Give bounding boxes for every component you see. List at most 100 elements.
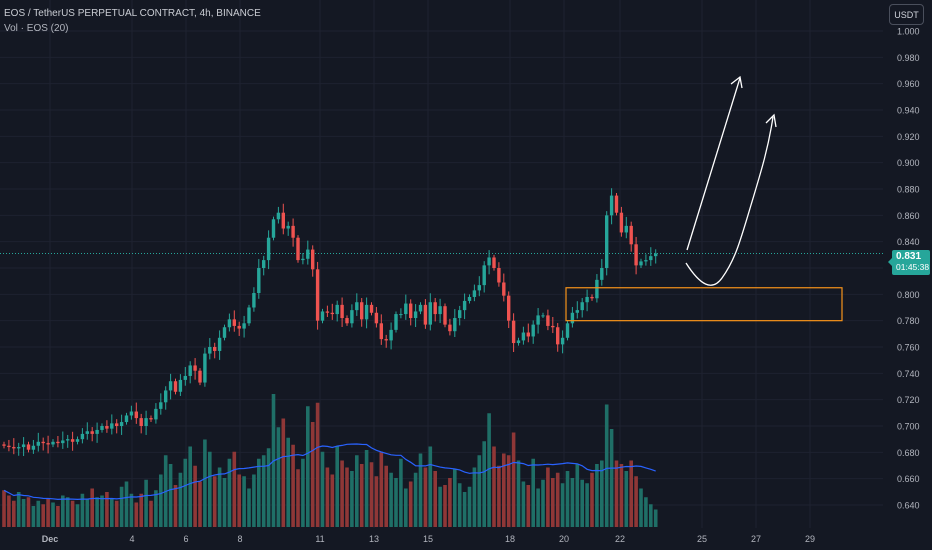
x-tick-label: 18 bbox=[505, 534, 515, 544]
volume-bar bbox=[193, 465, 197, 527]
x-tick-label: Dec bbox=[42, 534, 59, 544]
candle-body bbox=[306, 249, 310, 259]
projection-drawings[interactable] bbox=[685, 75, 777, 286]
x-tick-label: 8 bbox=[237, 534, 242, 544]
volume-bar bbox=[168, 464, 173, 527]
volume-bar bbox=[653, 509, 658, 527]
x-tick-label: 13 bbox=[369, 534, 379, 544]
volume-bar bbox=[477, 455, 482, 527]
candle-body bbox=[492, 257, 496, 268]
time-axis[interactable]: Dec 4 6 8 11 13 15 18 20 22 25 27 29 bbox=[42, 534, 815, 544]
volume-bar bbox=[296, 469, 300, 527]
volume-bar bbox=[217, 467, 222, 527]
candle-body bbox=[95, 429, 99, 434]
grid bbox=[0, 0, 883, 528]
volume-bar bbox=[85, 499, 90, 527]
volume-bar bbox=[232, 451, 237, 527]
volume-bar bbox=[467, 486, 472, 527]
volume-bar bbox=[472, 467, 477, 527]
volume-bar bbox=[565, 471, 570, 527]
candle-body bbox=[482, 265, 486, 286]
candle-body bbox=[119, 422, 124, 426]
candle-body bbox=[90, 431, 94, 434]
y-tick-label: 0.760 bbox=[897, 343, 920, 353]
volume-bar bbox=[345, 467, 349, 527]
volume-bar bbox=[624, 471, 629, 527]
candle-body bbox=[565, 323, 570, 338]
volume-bar bbox=[614, 460, 619, 527]
volume-bar bbox=[252, 474, 256, 527]
candle-body bbox=[649, 256, 653, 261]
candle-body bbox=[409, 303, 413, 319]
candle-body bbox=[369, 304, 374, 313]
y-tick-label: 0.860 bbox=[897, 211, 920, 221]
volume-indicator-label[interactable]: Vol · EOS (20) bbox=[4, 23, 69, 34]
volume-bar bbox=[198, 481, 202, 527]
volume-bar bbox=[516, 460, 521, 527]
volume-bar bbox=[619, 464, 624, 527]
candle-body bbox=[51, 441, 55, 445]
volume-bar bbox=[65, 497, 70, 527]
volume-bar bbox=[335, 446, 339, 527]
volume-bars bbox=[2, 394, 658, 527]
candle-body bbox=[286, 225, 290, 229]
volume-bar bbox=[521, 481, 526, 527]
candle-body bbox=[134, 411, 138, 419]
candle-body bbox=[139, 418, 143, 426]
volume-bar bbox=[511, 432, 516, 527]
volume-bar bbox=[276, 427, 281, 527]
candle-body bbox=[41, 441, 45, 444]
candle-body bbox=[511, 320, 516, 344]
candle-body bbox=[281, 212, 285, 229]
currency-button[interactable]: USDT bbox=[889, 4, 924, 25]
candle-body bbox=[144, 418, 148, 426]
candle-body bbox=[644, 260, 648, 262]
candle-body bbox=[330, 312, 334, 315]
volume-bar bbox=[600, 460, 604, 527]
volume-bar bbox=[105, 492, 109, 527]
volume-bar bbox=[448, 478, 452, 527]
volume-bar bbox=[629, 460, 633, 527]
volume-bar bbox=[433, 471, 437, 527]
candle-body bbox=[546, 315, 550, 326]
candle-body bbox=[497, 268, 501, 283]
candle-body bbox=[159, 402, 163, 409]
candle-body bbox=[75, 439, 80, 442]
volume-bar bbox=[438, 486, 442, 527]
symbol-title[interactable]: EOS / TetherUS PERPETUAL CONTRACT, 4h, B… bbox=[4, 8, 261, 19]
y-tick-label: 0.720 bbox=[897, 395, 920, 405]
volume-bar bbox=[129, 493, 134, 527]
volume-bar bbox=[188, 446, 192, 527]
volume-bar bbox=[531, 458, 535, 527]
candle-body bbox=[418, 304, 423, 312]
volume-bar bbox=[257, 458, 261, 527]
candle-body bbox=[311, 249, 315, 270]
candle-body bbox=[521, 332, 526, 341]
volume-bar bbox=[286, 437, 290, 527]
volume-bar bbox=[389, 472, 393, 527]
price-axis[interactable]: 1.000 0.980 0.960 0.940 0.920 0.900 0.880 0.860… bbox=[897, 27, 920, 511]
y-tick-label: 0.920 bbox=[897, 132, 920, 142]
volume-bar bbox=[114, 500, 119, 527]
volume-bar bbox=[404, 488, 408, 527]
candle-body bbox=[507, 295, 511, 321]
volume-bar bbox=[227, 458, 232, 527]
support-zone-box[interactable] bbox=[565, 287, 843, 322]
candle-body bbox=[105, 426, 109, 429]
volume-bar bbox=[100, 495, 104, 527]
volume-bar bbox=[536, 488, 540, 527]
bar-countdown: 01:45:38 bbox=[896, 262, 930, 272]
volume-bar bbox=[330, 474, 335, 527]
y-tick-label: 0.980 bbox=[897, 53, 920, 63]
candle-body bbox=[149, 418, 153, 420]
y-tick-label: 0.780 bbox=[897, 316, 920, 326]
candle-body bbox=[193, 365, 197, 371]
volume-bar bbox=[457, 483, 462, 527]
candle-body bbox=[17, 447, 21, 449]
candle-body bbox=[178, 379, 183, 392]
straight-projection-arrow bbox=[686, 77, 741, 251]
candle-body bbox=[320, 311, 325, 321]
volume-bar bbox=[75, 504, 80, 527]
